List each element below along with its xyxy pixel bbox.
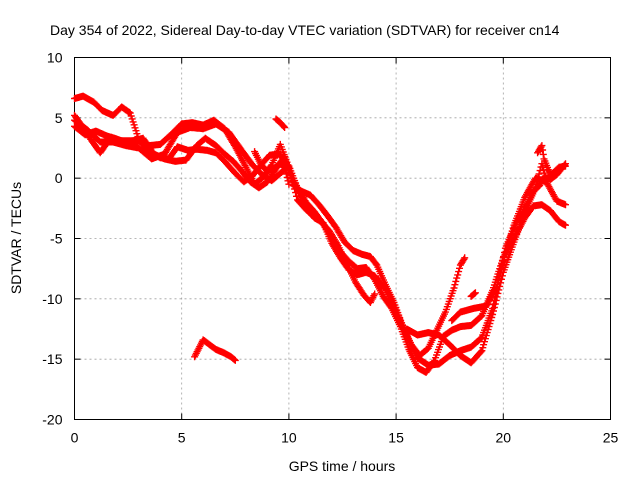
x-tick-label: 0 xyxy=(71,430,79,446)
x-tick-label: 15 xyxy=(388,430,404,446)
data-point-fill xyxy=(273,116,288,130)
y-tick-label: -20 xyxy=(42,412,62,428)
y-tick-label: -10 xyxy=(42,291,62,307)
series-trace-1 xyxy=(71,92,379,306)
y-tick-label: -5 xyxy=(50,231,63,247)
series-trace-6 xyxy=(448,160,569,325)
data-point-fill xyxy=(71,117,569,376)
data-point-fill xyxy=(535,143,556,179)
data-point xyxy=(285,180,293,188)
series-trace-11 xyxy=(467,289,479,300)
y-tick-label: -15 xyxy=(42,351,62,367)
data-point-fill xyxy=(468,290,479,300)
series-trace-4 xyxy=(71,116,569,376)
x-tick-label: 10 xyxy=(281,430,297,446)
chart-title: Day 354 of 2022, Sidereal Day-to-day VTE… xyxy=(50,22,560,38)
y-tick-label: 5 xyxy=(55,110,63,126)
axis-ticks: 0 5 10 15 20 25 -20 -15 -10 -5 0 5 10 xyxy=(42,50,618,446)
data-series xyxy=(71,92,569,376)
series-trace-5 xyxy=(403,160,569,367)
series-trace-10 xyxy=(272,115,289,131)
data-point-fill xyxy=(191,337,238,364)
data-point-fill xyxy=(252,150,292,185)
series-trace-8 xyxy=(251,148,293,188)
y-axis-label: SDTVAR / TECUs xyxy=(8,182,24,294)
y-tick-label: 10 xyxy=(47,50,63,66)
x-tick-label: 20 xyxy=(496,430,512,446)
x-tick-label: 5 xyxy=(178,430,186,446)
data-point-fill xyxy=(72,92,378,305)
data-point-fill xyxy=(404,162,569,366)
series-trace-7 xyxy=(191,336,239,364)
grid xyxy=(74,57,611,420)
series-trace-9 xyxy=(534,142,557,181)
x-tick-label: 25 xyxy=(603,430,619,446)
x-axis-label: GPS time / hours xyxy=(289,458,396,474)
y-tick-label: 0 xyxy=(55,170,63,186)
